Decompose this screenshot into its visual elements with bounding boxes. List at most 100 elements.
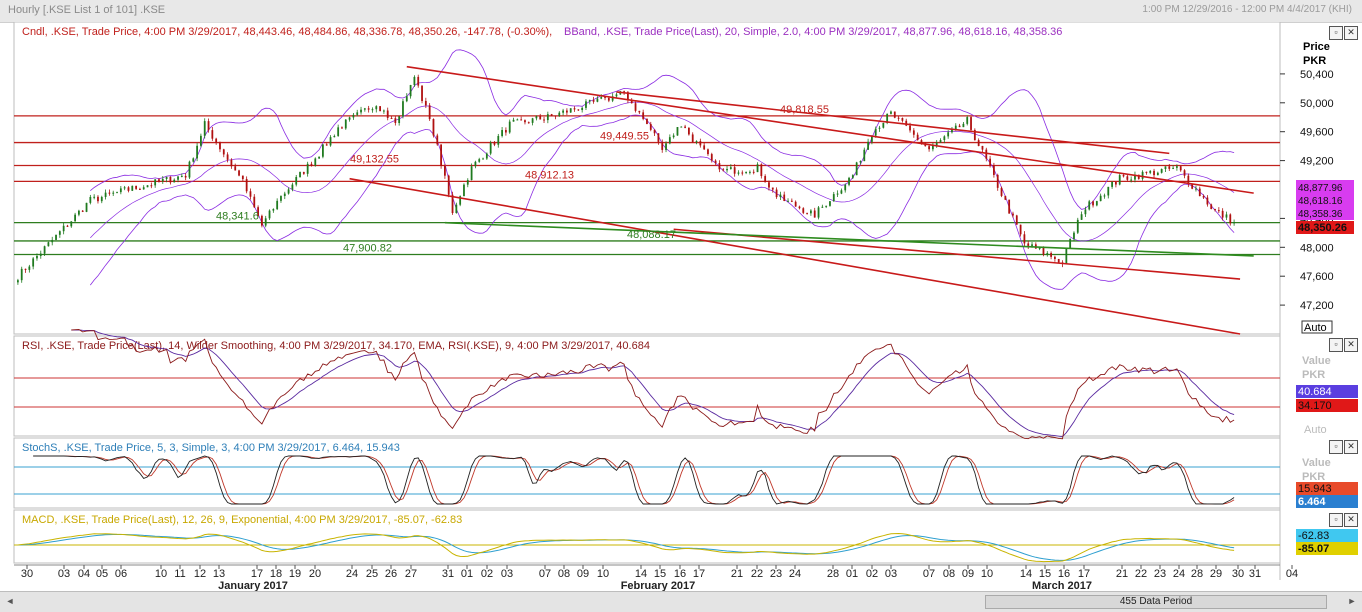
candle-body [1046,253,1049,255]
candle-body [562,110,564,113]
stoch-panel-close-button[interactable]: ✕ [1344,440,1358,454]
rsi-lines [71,329,1235,440]
level-label: 48,088.17 [627,229,676,241]
candle-body [1134,174,1136,180]
candle-body [676,127,679,136]
candle-body [440,144,442,166]
candle-body [291,184,294,190]
candle-body [363,108,366,110]
x-tick-label: 23 [1154,568,1166,580]
candle-body [196,145,198,159]
candle-body [581,107,584,111]
auto-scale-button[interactable] [1301,320,1333,334]
x-tick-label: 01 [461,568,473,580]
candle-body [203,121,206,136]
candle-body [1172,167,1174,169]
candle-body [691,134,694,142]
macd-line [17,532,1235,563]
scroll-left-arrow[interactable]: ◄ [5,596,15,606]
candle-body [478,159,481,162]
candle-body [74,214,76,222]
candle-body [276,200,279,210]
candle-body [81,210,84,212]
candle-body [1183,170,1186,176]
candle-body [871,135,873,142]
trendline [444,221,1254,257]
candle-body [1202,196,1205,198]
candle-body [39,253,42,256]
candle-body [642,112,645,119]
candle-body [806,212,808,214]
candle-body [253,196,256,208]
price-tick-label: 50,000 [1300,98,1334,110]
candle-body [306,163,309,174]
candle-body [119,188,122,193]
x-tick-label: 08 [558,568,570,580]
candle-body [43,246,46,254]
rsi-panel-close-button[interactable]: ✕ [1344,338,1358,352]
level-label: 48,341.6 [216,211,259,223]
stoch-d-value: 6.464 [1298,496,1326,508]
candle-body [325,144,328,146]
candle-body [768,182,770,188]
candle-body [524,120,526,123]
candle-body [398,116,401,123]
x-tick-label: 30 [1232,568,1244,580]
x-tick-label: 07 [923,568,935,580]
price-panel-restore-button[interactable]: ▫ [1329,26,1343,40]
candle-body [310,163,313,166]
last-price-box [1296,221,1354,234]
candle-body [287,189,290,194]
trendline [406,65,1254,194]
x-tick-label: 12 [194,568,206,580]
candle-body [47,242,50,247]
candle-body [474,161,477,167]
rsi-header: RSI, .KSE, Trade Price(Last), 14, Wilder… [22,340,650,352]
candle-body [432,119,435,136]
candle-body [489,142,492,154]
stoch-panel-restore-button[interactable]: ▫ [1329,440,1343,454]
candle-body [596,98,599,102]
candle-body [1187,175,1190,185]
candle-body [417,76,420,86]
price-panel [13,22,1281,335]
level-label: 49,449.55 [600,131,649,143]
candle-body [211,130,214,139]
candle-body [516,119,519,121]
candle-body [234,166,237,171]
candle-body [379,106,381,112]
trendline [616,91,1170,155]
candle-body [817,207,820,218]
macd-panel-restore-button[interactable]: ▫ [1329,513,1343,527]
candle-body [192,158,195,162]
candle-body [28,266,31,270]
candle-body [810,210,812,214]
stoch-panel [13,437,1281,509]
time-scrollbar[interactable]: ◄ 455 Data Period ► [0,591,1362,612]
candle-body [848,177,850,185]
candle-body [611,96,614,101]
x-tick-label: 28 [1191,568,1203,580]
stoch-k-value: 15.943 [1298,483,1332,495]
candle-body [268,210,271,219]
candle-body [1031,244,1033,246]
candle-body [1179,166,1182,171]
candle-body [36,255,38,259]
scroll-right-arrow[interactable]: ► [1347,596,1357,606]
scroll-thumb[interactable]: 455 Data Period [985,595,1327,609]
candle-body [604,97,606,99]
price-panel-close-button[interactable]: ✕ [1344,26,1358,40]
title-bar: Hourly [.KSE List 1 of 101] .KSE 1:00 PM… [0,0,1362,23]
trendline [349,177,1241,335]
x-tick-label: 28 [827,568,839,580]
x-tick-label: 14 [635,568,647,580]
rsi-panel-restore-button[interactable]: ▫ [1329,338,1343,352]
macd-value: -85.07 [1298,543,1329,555]
trendline [673,228,1241,280]
candle-body [939,140,942,143]
candle-body [600,97,603,99]
macd-panel-close-button[interactable]: ✕ [1344,513,1358,527]
candle-body [905,120,908,126]
candle-body [760,164,763,177]
candle-body [790,200,793,202]
